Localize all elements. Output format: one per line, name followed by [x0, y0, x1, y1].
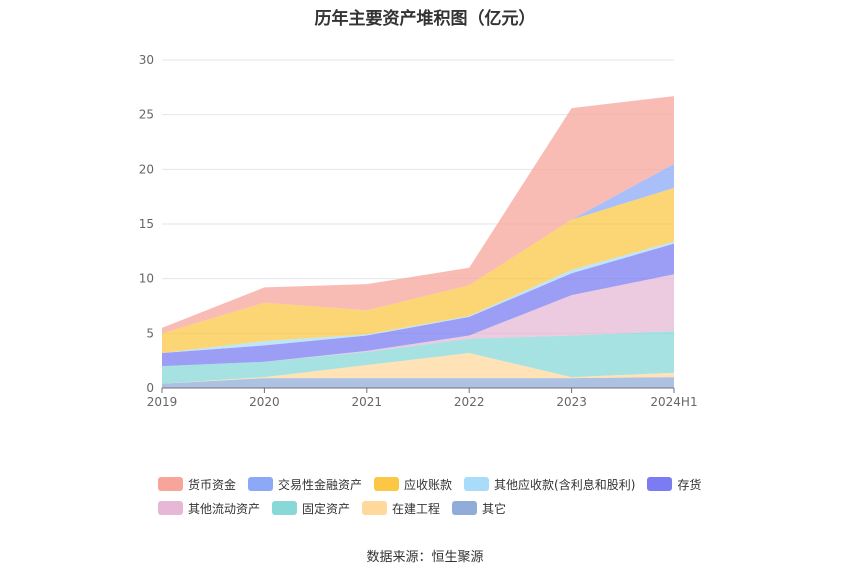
area-在建工程 [162, 353, 674, 384]
legend-item[interactable]: 存货 [647, 472, 701, 496]
legend-label: 货币资金 [188, 477, 237, 492]
legend-item[interactable]: 固定资产 [272, 496, 350, 520]
y-tick-label: 20 [139, 162, 154, 176]
legend-swatch [374, 477, 400, 491]
legend-swatch [362, 501, 388, 515]
x-tick-label: 2019 [147, 395, 178, 409]
legend-swatch [452, 501, 478, 515]
legend-label: 其他应收款(含利息和股利) [494, 477, 636, 492]
legend-item[interactable]: 交易性金融资产 [248, 472, 362, 496]
legend-swatch [272, 501, 298, 515]
x-tick-label: 2021 [352, 395, 383, 409]
area-其它 [162, 377, 674, 388]
legend-swatch [158, 477, 183, 491]
legend-label: 其他流动资产 [188, 501, 261, 516]
area-应收账款 [162, 187, 674, 354]
y-tick-label: 30 [139, 53, 154, 67]
area-存货 [162, 243, 674, 367]
y-tick-label: 10 [139, 272, 154, 286]
y-tick-label: 25 [139, 108, 154, 122]
legend-swatch [158, 501, 183, 515]
area-货币资金 [162, 96, 674, 334]
stacked-area-chart: 0 5 10 15 20 25 30 2019 2020 2021 2022 2023 2024H1 [139, 53, 698, 409]
area-其他流动资产 [162, 274, 674, 367]
legend-swatch [248, 477, 274, 491]
legend-label: 存货 [677, 477, 702, 492]
x-tick-label: 2024H1 [650, 395, 697, 409]
legend-label: 固定资产 [302, 501, 351, 516]
legend-item[interactable]: 货币资金 [158, 472, 236, 496]
chart-title: 历年主要资产堆积图（亿元） [314, 9, 536, 29]
legend-label: 交易性金融资产 [278, 477, 363, 492]
x-tick-label: 2023 [556, 395, 587, 409]
area-固定资产 [162, 331, 674, 384]
legend-label: 应收账款 [404, 477, 453, 492]
legend-row-1: 货币资金 交易性金融资产 应收账款 其他应收款(含利息和股利) 存货 [158, 472, 718, 496]
y-tick-label: 5 [146, 326, 154, 340]
y-tick-label: 0 [146, 381, 154, 395]
axes: 0 5 10 15 20 25 30 2019 2020 2021 2022 2023 2024H1 [139, 53, 698, 409]
x-tick-label: 2020 [249, 395, 280, 409]
area-series [162, 96, 674, 388]
legend-label: 在建工程 [392, 501, 441, 516]
legend-row-2: 其他流动资产 固定资产 在建工程 其它 [158, 496, 718, 520]
x-tick-label: 2022 [454, 395, 485, 409]
legend-item[interactable]: 其他流动资产 [158, 496, 260, 520]
legend-item[interactable]: 其他应收款(含利息和股利) [464, 472, 635, 496]
legend-swatch [647, 477, 673, 491]
legend-swatch [464, 477, 490, 491]
legend-item[interactable]: 应收账款 [374, 472, 452, 496]
y-tick-label: 15 [139, 217, 154, 231]
legend-label: 其它 [482, 501, 507, 516]
legend-item[interactable]: 在建工程 [362, 496, 440, 520]
legend-item[interactable]: 其它 [452, 496, 506, 520]
legend: 货币资金 交易性金融资产 应收账款 其他应收款(含利息和股利) 存货 其他流动资产 固定资… [158, 472, 718, 520]
data-source: 数据来源：恒生聚源 [366, 550, 484, 565]
